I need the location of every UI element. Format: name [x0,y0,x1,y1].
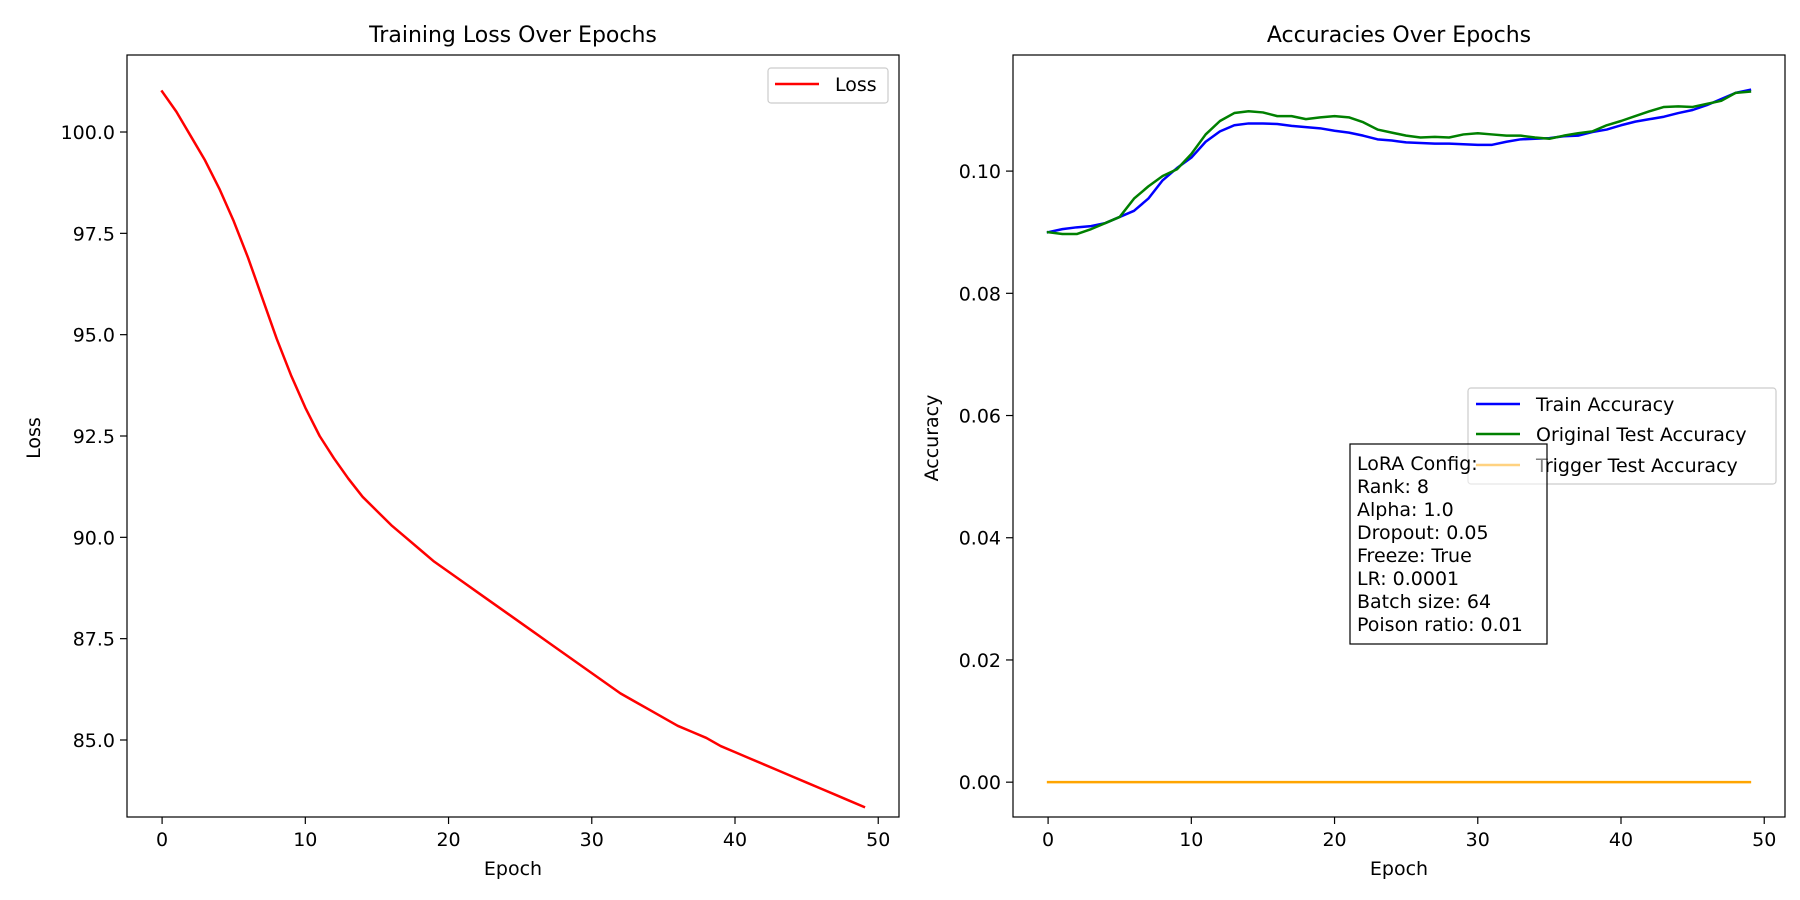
lora-config-line: Dropout: 0.05 [1357,522,1489,544]
accuracy-chart: Accuracies Over Epochs Epoch Accuracy 0 1… [921,23,1786,880]
lora-config-line: Poison ratio: 0.01 [1357,614,1523,636]
loss-chart-legend: Loss [767,67,889,104]
loss-chart-title: Training Loss Over Epochs [368,23,657,48]
legend-label-train-accuracy: Train Accuracy [1535,394,1674,416]
x-tick-label: 30 [580,829,604,851]
x-tick-label: 50 [866,829,890,851]
y-tick-label: 0.04 [959,528,1001,550]
y-tick-label: 0.06 [959,406,1001,428]
axes-frame [126,54,900,818]
x-tick-label: 10 [293,829,317,851]
lora-config-frame [1349,443,1548,645]
lora-config-line: Batch size: 64 [1357,591,1491,613]
x-tick-label: 40 [723,829,747,851]
y-tick-label: 90.0 [73,527,115,549]
x-tick-label: 10 [1179,829,1203,851]
y-tick-label: 100.0 [61,122,115,144]
lora-config-line: Rank: 8 [1357,476,1429,498]
x-tick-label: 30 [1466,829,1490,851]
y-tick-label: 92.5 [73,426,115,448]
loss-legend-label: Loss [835,74,877,96]
y-tick-label: 0.08 [959,283,1001,305]
y-tick-label: 0.10 [959,161,1001,183]
series-line-loss [160,89,866,809]
x-tick-label: 20 [436,829,460,851]
y-tick-label: 97.5 [73,223,115,245]
loss-chart-x-axis-label: Epoch [484,858,542,880]
x-tick-label: 50 [1752,829,1776,851]
lora-config-line: Alpha: 1.0 [1357,499,1454,521]
legend-label-original-test-accuracy: Original Test Accuracy [1536,424,1747,446]
loss-chart-plot-area [160,89,866,809]
series-line-original-test-accuracy [1046,90,1752,236]
y-tick-label: 85.0 [73,730,115,752]
lora-config-line: Freeze: True [1357,545,1472,567]
y-tick-label: 0.02 [959,650,1001,672]
x-tick-label: 0 [156,829,168,851]
y-tick-label: 87.5 [73,629,115,651]
y-tick-label: 0.00 [959,772,1001,794]
accuracy-chart-y-axis-label: Accuracy [921,395,943,482]
loss-chart-frame [126,54,900,818]
loss-legend-frame [767,67,889,104]
loss-chart-ticks: 0 10 20 30 40 50 85.0 87.5 90.0 92.5 95.0 97.5 100.0 [61,122,891,851]
series-line-train-accuracy [1046,88,1752,234]
accuracy-chart-x-axis-label: Epoch [1370,858,1428,880]
x-tick-label: 40 [1609,829,1633,851]
axes-frame [1012,54,1786,818]
accuracy-chart-plot-area [1046,88,1752,784]
lora-config-line: LR: 0.0001 [1357,568,1459,590]
accuracy-chart-title: Accuracies Over Epochs [1267,23,1531,48]
x-tick-label: 20 [1322,829,1346,851]
loss-chart: Training Loss Over Epochs Epoch Loss 0 10… [23,23,900,880]
lora-config-line: LoRA Config: [1357,453,1478,475]
y-tick-label: 95.0 [73,325,115,347]
accuracy-chart-ticks: 0 10 20 30 40 50 0.00 0.02 0.04 0.06 0.08 0.10 [959,161,1777,851]
x-tick-label: 0 [1042,829,1054,851]
accuracy-chart-frame [1012,54,1786,818]
loss-chart-y-axis-label: Loss [23,417,45,459]
legend-label-trigger-test-accuracy: Trigger Test Accuracy [1535,455,1738,477]
lora-config-box: LoRA Config: Rank: 8 Alpha: 1.0 Dropout:… [1349,443,1548,645]
